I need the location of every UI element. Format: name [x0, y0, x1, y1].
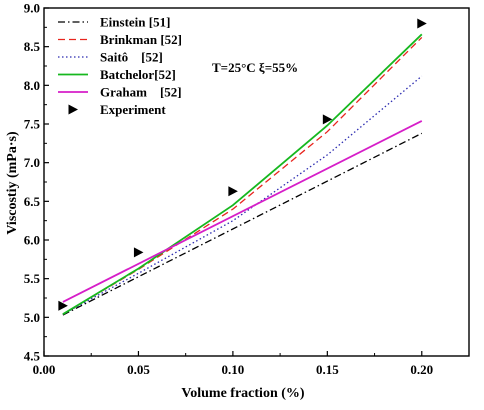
- annotation-label: T=25°C ξ=55%: [212, 60, 298, 75]
- x-tick-label: 0.20: [410, 362, 433, 377]
- legend-swatch-5: [68, 104, 78, 115]
- legend: Einstein [51] Brinkman [52] Saitô [52] Batc…: [58, 15, 182, 117]
- legend-label-5: Experiment: [100, 102, 166, 117]
- legend-label-1: Brinkman [52]: [100, 32, 182, 47]
- x-tick-label: 0.15: [316, 362, 339, 377]
- axes-layer: 0.00 0.05 0.10 0.15 0.20 4.5 5.0 5.5 6.0 6.5 7.0 7.…: [24, 1, 470, 377]
- x-tick-label: 0.10: [222, 362, 245, 377]
- y-tick-label: 5.0: [24, 310, 40, 325]
- y-tick-label: 5.5: [24, 271, 41, 286]
- legend-label-0: Einstein [51]: [100, 15, 170, 30]
- x-tick-label: 0.00: [33, 362, 56, 377]
- y-tick-label: 8.5: [24, 39, 41, 54]
- legend-label-4: Graham [52]: [100, 85, 182, 100]
- y-tick-label: 9.0: [24, 1, 40, 16]
- y-tick-label: 7.0: [24, 155, 40, 170]
- series-line-0: [62, 132, 423, 316]
- series-layer: [58, 18, 427, 316]
- y-axis-title: Viscostiy (mPa·s): [5, 131, 20, 235]
- experiment-point: [417, 18, 427, 29]
- y-tick-label: 4.5: [24, 349, 41, 364]
- experiment-point: [58, 300, 68, 311]
- legend-label-2: Saitô [52]: [100, 50, 163, 65]
- legend-label-3: Batchelor[52]: [100, 67, 176, 82]
- series-line-3: [62, 33, 423, 315]
- y-tick-label: 6.0: [24, 233, 40, 248]
- x-tick-label: 0.05: [127, 362, 150, 377]
- y-tick-label: 8.0: [24, 78, 40, 93]
- experiment-point: [322, 114, 333, 125]
- y-tick-label: 6.5: [24, 194, 41, 209]
- experiment-point: [228, 186, 238, 197]
- series-line-4: [62, 120, 423, 303]
- experiment-point: [133, 247, 144, 258]
- x-axis-title: Volume fraction (%): [181, 386, 304, 401]
- y-tick-label: 7.5: [24, 117, 41, 132]
- series-line-2: [62, 75, 423, 315]
